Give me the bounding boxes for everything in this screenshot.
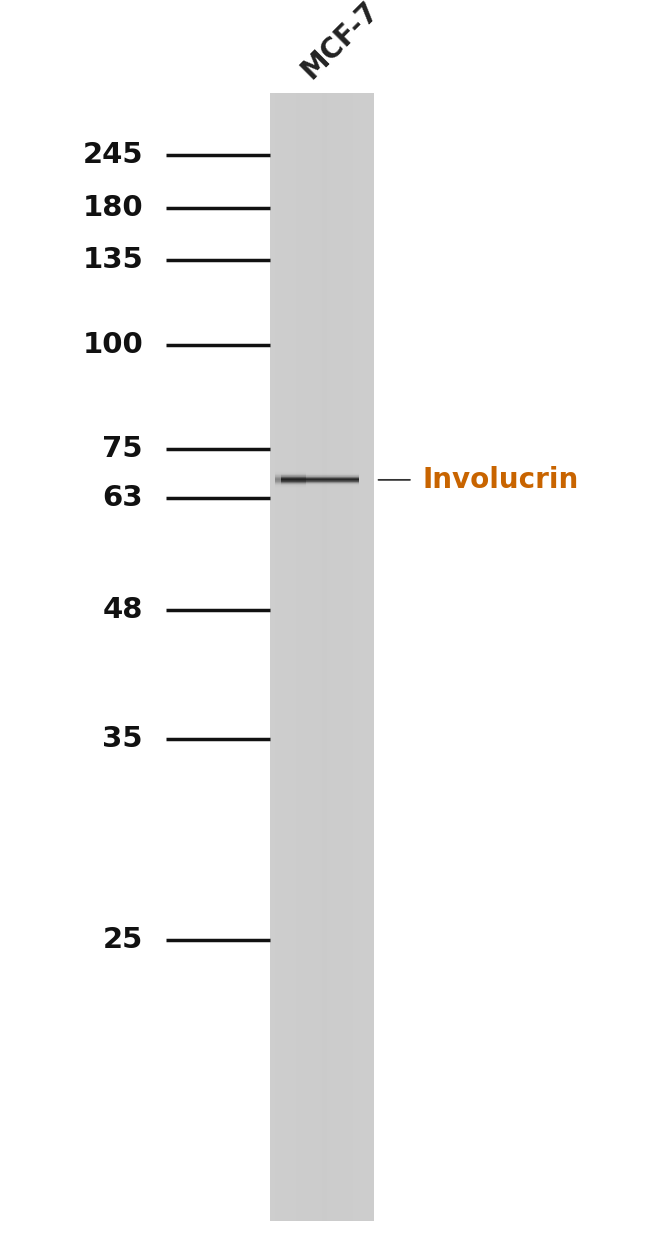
Bar: [285, 93, 291, 1221]
Bar: [343, 93, 348, 1221]
Text: 75: 75: [103, 435, 143, 463]
Bar: [348, 93, 353, 1221]
Text: 48: 48: [103, 596, 143, 624]
Bar: [296, 93, 301, 1221]
Bar: [280, 93, 285, 1221]
Text: 245: 245: [83, 141, 143, 169]
Text: 63: 63: [103, 485, 143, 512]
Bar: [363, 93, 369, 1221]
Bar: [317, 93, 322, 1221]
Bar: [327, 93, 332, 1221]
Bar: [358, 93, 363, 1221]
Bar: [353, 93, 358, 1221]
Bar: [322, 93, 327, 1221]
Text: 100: 100: [83, 331, 143, 358]
Text: MCF-7: MCF-7: [296, 0, 384, 84]
Text: Involucrin: Involucrin: [422, 466, 578, 494]
Bar: [332, 93, 337, 1221]
Bar: [306, 93, 311, 1221]
Bar: [337, 93, 343, 1221]
Bar: [291, 93, 296, 1221]
Bar: [369, 93, 374, 1221]
Text: 180: 180: [83, 195, 143, 222]
Text: 25: 25: [103, 926, 143, 954]
Text: 135: 135: [83, 247, 143, 274]
Bar: [270, 93, 275, 1221]
Text: 35: 35: [103, 725, 143, 753]
Bar: [270, 93, 374, 1221]
Bar: [311, 93, 317, 1221]
Bar: [301, 93, 306, 1221]
Bar: [275, 93, 280, 1221]
